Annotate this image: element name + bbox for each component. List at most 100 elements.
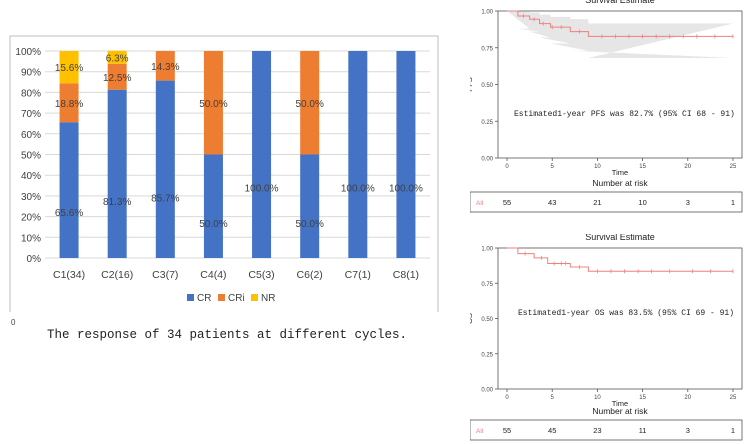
bar-segment-cr [396, 51, 416, 258]
x-tick-label: 20 [684, 164, 691, 170]
x-tick-label: 10 [594, 395, 601, 401]
legend-label: NR [261, 293, 275, 304]
x-tick-label: C8(1) [393, 269, 419, 281]
bar-data-label: 12.5% [103, 73, 131, 84]
x-tick-label: 5 [551, 164, 555, 170]
bar-data-label: 65.6% [55, 208, 83, 219]
x-tick-label: 20 [684, 395, 691, 401]
y-tick-label: 0.50 [481, 317, 493, 323]
x-tick-label: 5 [551, 395, 555, 401]
x-tick-label: 0 [505, 395, 509, 401]
bar-segment-cri [203, 51, 223, 155]
bar-segment-cri [59, 83, 79, 123]
risk-count: 3 [686, 198, 690, 207]
risk-table-title: Number at risk [592, 178, 648, 188]
risk-count: 1 [731, 198, 735, 207]
bar-segment-cr [252, 51, 272, 258]
risk-count: 55 [503, 198, 511, 207]
risk-count: 21 [593, 198, 601, 207]
y-tick-label: 1.00 [481, 247, 493, 253]
bar-data-label: 100.0% [245, 184, 279, 195]
y-tick-label: 60% [21, 130, 41, 141]
bar-segment-cri [107, 63, 127, 90]
bar-segment-cri [155, 51, 175, 81]
bar-segment-nr [107, 50, 127, 64]
bar-segment-cr [155, 80, 175, 258]
survival-curve [507, 247, 733, 272]
bar-segment-cr [348, 51, 368, 258]
bar-data-label: 50.0% [199, 99, 227, 110]
y-axis-label: PFS [470, 77, 474, 92]
y-tick-label: 0.75 [481, 46, 493, 52]
x-tick-label: C6(2) [297, 269, 323, 281]
x-tick-label: C7(1) [345, 269, 371, 281]
risk-count: 11 [639, 426, 647, 435]
bar-segment-cr [59, 122, 79, 258]
bar-segment-cr [300, 154, 320, 258]
bar-data-label: 100.0% [341, 184, 375, 195]
bar-segment-nr [59, 51, 79, 84]
y-tick-label: 0.00 [481, 157, 493, 163]
zero-mark: 0 [11, 318, 16, 327]
legend-swatch-nr [251, 294, 258, 301]
x-tick-label: C5(3) [248, 269, 274, 281]
y-tick-label: 0.75 [481, 282, 493, 288]
y-tick-label: 100% [15, 47, 41, 58]
legend-label: CRi [228, 293, 245, 304]
y-tick-label: 0% [27, 254, 42, 265]
risk-count: 43 [548, 198, 556, 207]
bar-data-label: 50.0% [296, 99, 324, 110]
survival-curve [507, 10, 733, 37]
x-tick-label: C4(4) [200, 269, 226, 281]
y-axis-label: OS [470, 313, 474, 324]
y-tick-label: 30% [21, 192, 41, 203]
km-title: Survival Estimate [585, 234, 655, 242]
km-annotation: Estimated1-year OS was 83.5% (95% CI 69 … [518, 309, 734, 318]
y-tick-label: 70% [21, 109, 41, 120]
y-tick-label: 80% [21, 88, 41, 99]
x-tick-label: 0 [505, 164, 509, 170]
bar-segment-cri [300, 51, 320, 155]
y-tick-label: 40% [21, 171, 41, 182]
bar-data-label: 18.8% [55, 99, 83, 110]
y-tick-label: 0.25 [481, 120, 493, 126]
x-tick-label: 15 [639, 164, 646, 170]
risk-group-label: All [476, 200, 484, 207]
os-survival-chart: Survival Estimate 0.00 0.25 0.50 0.75 1.00 0 5 1… [470, 234, 743, 441]
pfs-survival-chart: Survival Estimate 0.00 0.25 0.50 0.75 1.00 0 5 1… [470, 0, 743, 213]
km-plot-frame [497, 247, 743, 390]
bar-data-label: 50.0% [199, 219, 227, 230]
y-tick-label: 10% [21, 233, 41, 244]
legend-swatch-cri [218, 294, 225, 301]
x-axis-label: Time [612, 399, 628, 408]
x-tick-label: 25 [730, 164, 737, 170]
km-annotation: Estimated1-year PFS was 82.7% (95% CI 68… [514, 110, 735, 119]
x-tick-label: C3(7) [152, 269, 178, 281]
risk-count: 10 [638, 198, 646, 207]
x-tick-label: C1(34) [53, 269, 85, 281]
risk-count: 45 [548, 426, 556, 435]
y-tick-label: 1.00 [481, 10, 493, 16]
risk-count: 23 [593, 426, 601, 435]
bar-data-label: 81.3% [103, 197, 131, 208]
bar-data-label: 15.6% [55, 63, 83, 74]
y-tick-label: 50% [21, 151, 41, 162]
y-tick-label: 0.25 [481, 352, 493, 358]
x-axis-label: Time [612, 168, 628, 177]
x-tick-label: C2(16) [101, 269, 133, 281]
x-tick-label: 15 [639, 395, 646, 401]
legend-label: CR [197, 293, 211, 304]
legend-swatch-cr [187, 294, 194, 301]
response-bar-chart: 0% 10% 20% 30% 40% 50% 60% 70% 80% 90% 100% 65.6% 1… [9, 35, 439, 312]
bar-data-label: 14.3% [151, 62, 179, 73]
risk-count: 1 [731, 426, 735, 435]
risk-table-box [470, 419, 743, 441]
y-tick-label: 0.00 [481, 388, 493, 394]
bar-data-label: 85.7% [151, 194, 179, 205]
risk-table-title: Number at risk [592, 406, 648, 416]
bar-data-label: 6.3% [106, 53, 129, 64]
risk-group-label: All [476, 428, 484, 435]
risk-count: 55 [503, 426, 511, 435]
bar-data-label: 50.0% [296, 219, 324, 230]
y-tick-label: 20% [21, 213, 41, 224]
